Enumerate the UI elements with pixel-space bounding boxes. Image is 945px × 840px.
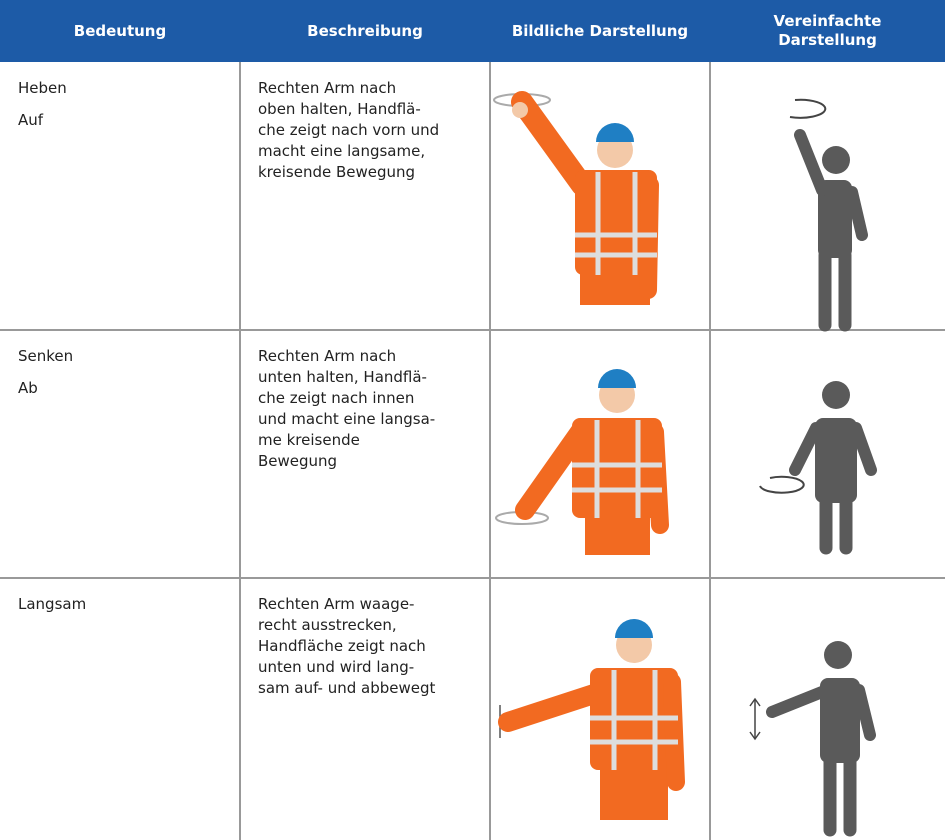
meaning-text: Senken xyxy=(18,347,74,365)
description-line: sam auf- und abbewegt xyxy=(258,679,436,697)
worker-illustration xyxy=(498,619,685,820)
description-line: macht eine langsame, xyxy=(258,142,426,160)
meaning-text: Auf xyxy=(18,111,44,129)
description-line: Handfläche zeigt nach xyxy=(258,637,426,655)
description-line: che zeigt nach innen xyxy=(258,389,415,407)
description-line: Rechten Arm nach xyxy=(258,79,397,97)
grid xyxy=(0,62,945,840)
header-cell: Vereinfachte Darstellung xyxy=(710,0,945,62)
meaning-cell: Senken Ab xyxy=(18,340,73,404)
description-cell: Rechten Arm waage-recht ausstrecken, Hand… xyxy=(258,594,435,699)
worker-illustration xyxy=(495,369,669,555)
description-line: recht ausstrecken, xyxy=(258,616,397,634)
description-line: Rechten Arm waage- xyxy=(258,595,415,613)
description-line: me kreisende xyxy=(258,431,360,449)
header-cell: Beschreibung xyxy=(240,0,490,62)
description-line: und macht eine langsa- xyxy=(258,410,436,428)
meaning-text: Heben xyxy=(18,79,67,97)
description-cell: Rechten Arm nach oben halten, Handflä-che… xyxy=(258,78,439,183)
pictogram xyxy=(749,641,876,837)
description-line: unten und wird lang- xyxy=(258,658,415,676)
meaning-cell: Langsam xyxy=(18,588,86,620)
header-text: Beschreibung xyxy=(307,21,423,40)
description-line: oben halten, Handflä- xyxy=(258,100,421,118)
meaning-cell: Heben Auf xyxy=(18,72,67,136)
description-line: che zeigt nach vorn und xyxy=(258,121,440,139)
meaning-text: Langsam xyxy=(18,595,87,613)
header-text: Vereinfachte Darstellung xyxy=(773,12,882,49)
description-line: Bewegung xyxy=(258,452,338,470)
description-line: kreisende Bewegung xyxy=(258,163,416,181)
pictogram xyxy=(789,98,868,332)
meaning-text: Ab xyxy=(18,379,38,397)
pictogram xyxy=(759,381,877,555)
header-cell: Bedeutung xyxy=(0,0,240,62)
worker-illustration xyxy=(493,91,659,305)
description-cell: Rechten Arm nach unten halten, Handflä-ch… xyxy=(258,346,435,472)
header-cell: Bildliche Darstellung xyxy=(490,0,710,62)
header-text: Bedeutung xyxy=(73,21,167,40)
description-line: Rechten Arm nach xyxy=(258,347,397,365)
description-line: unten halten, Handflä- xyxy=(258,368,427,386)
header-text: Bildliche Darstellung xyxy=(511,21,689,40)
